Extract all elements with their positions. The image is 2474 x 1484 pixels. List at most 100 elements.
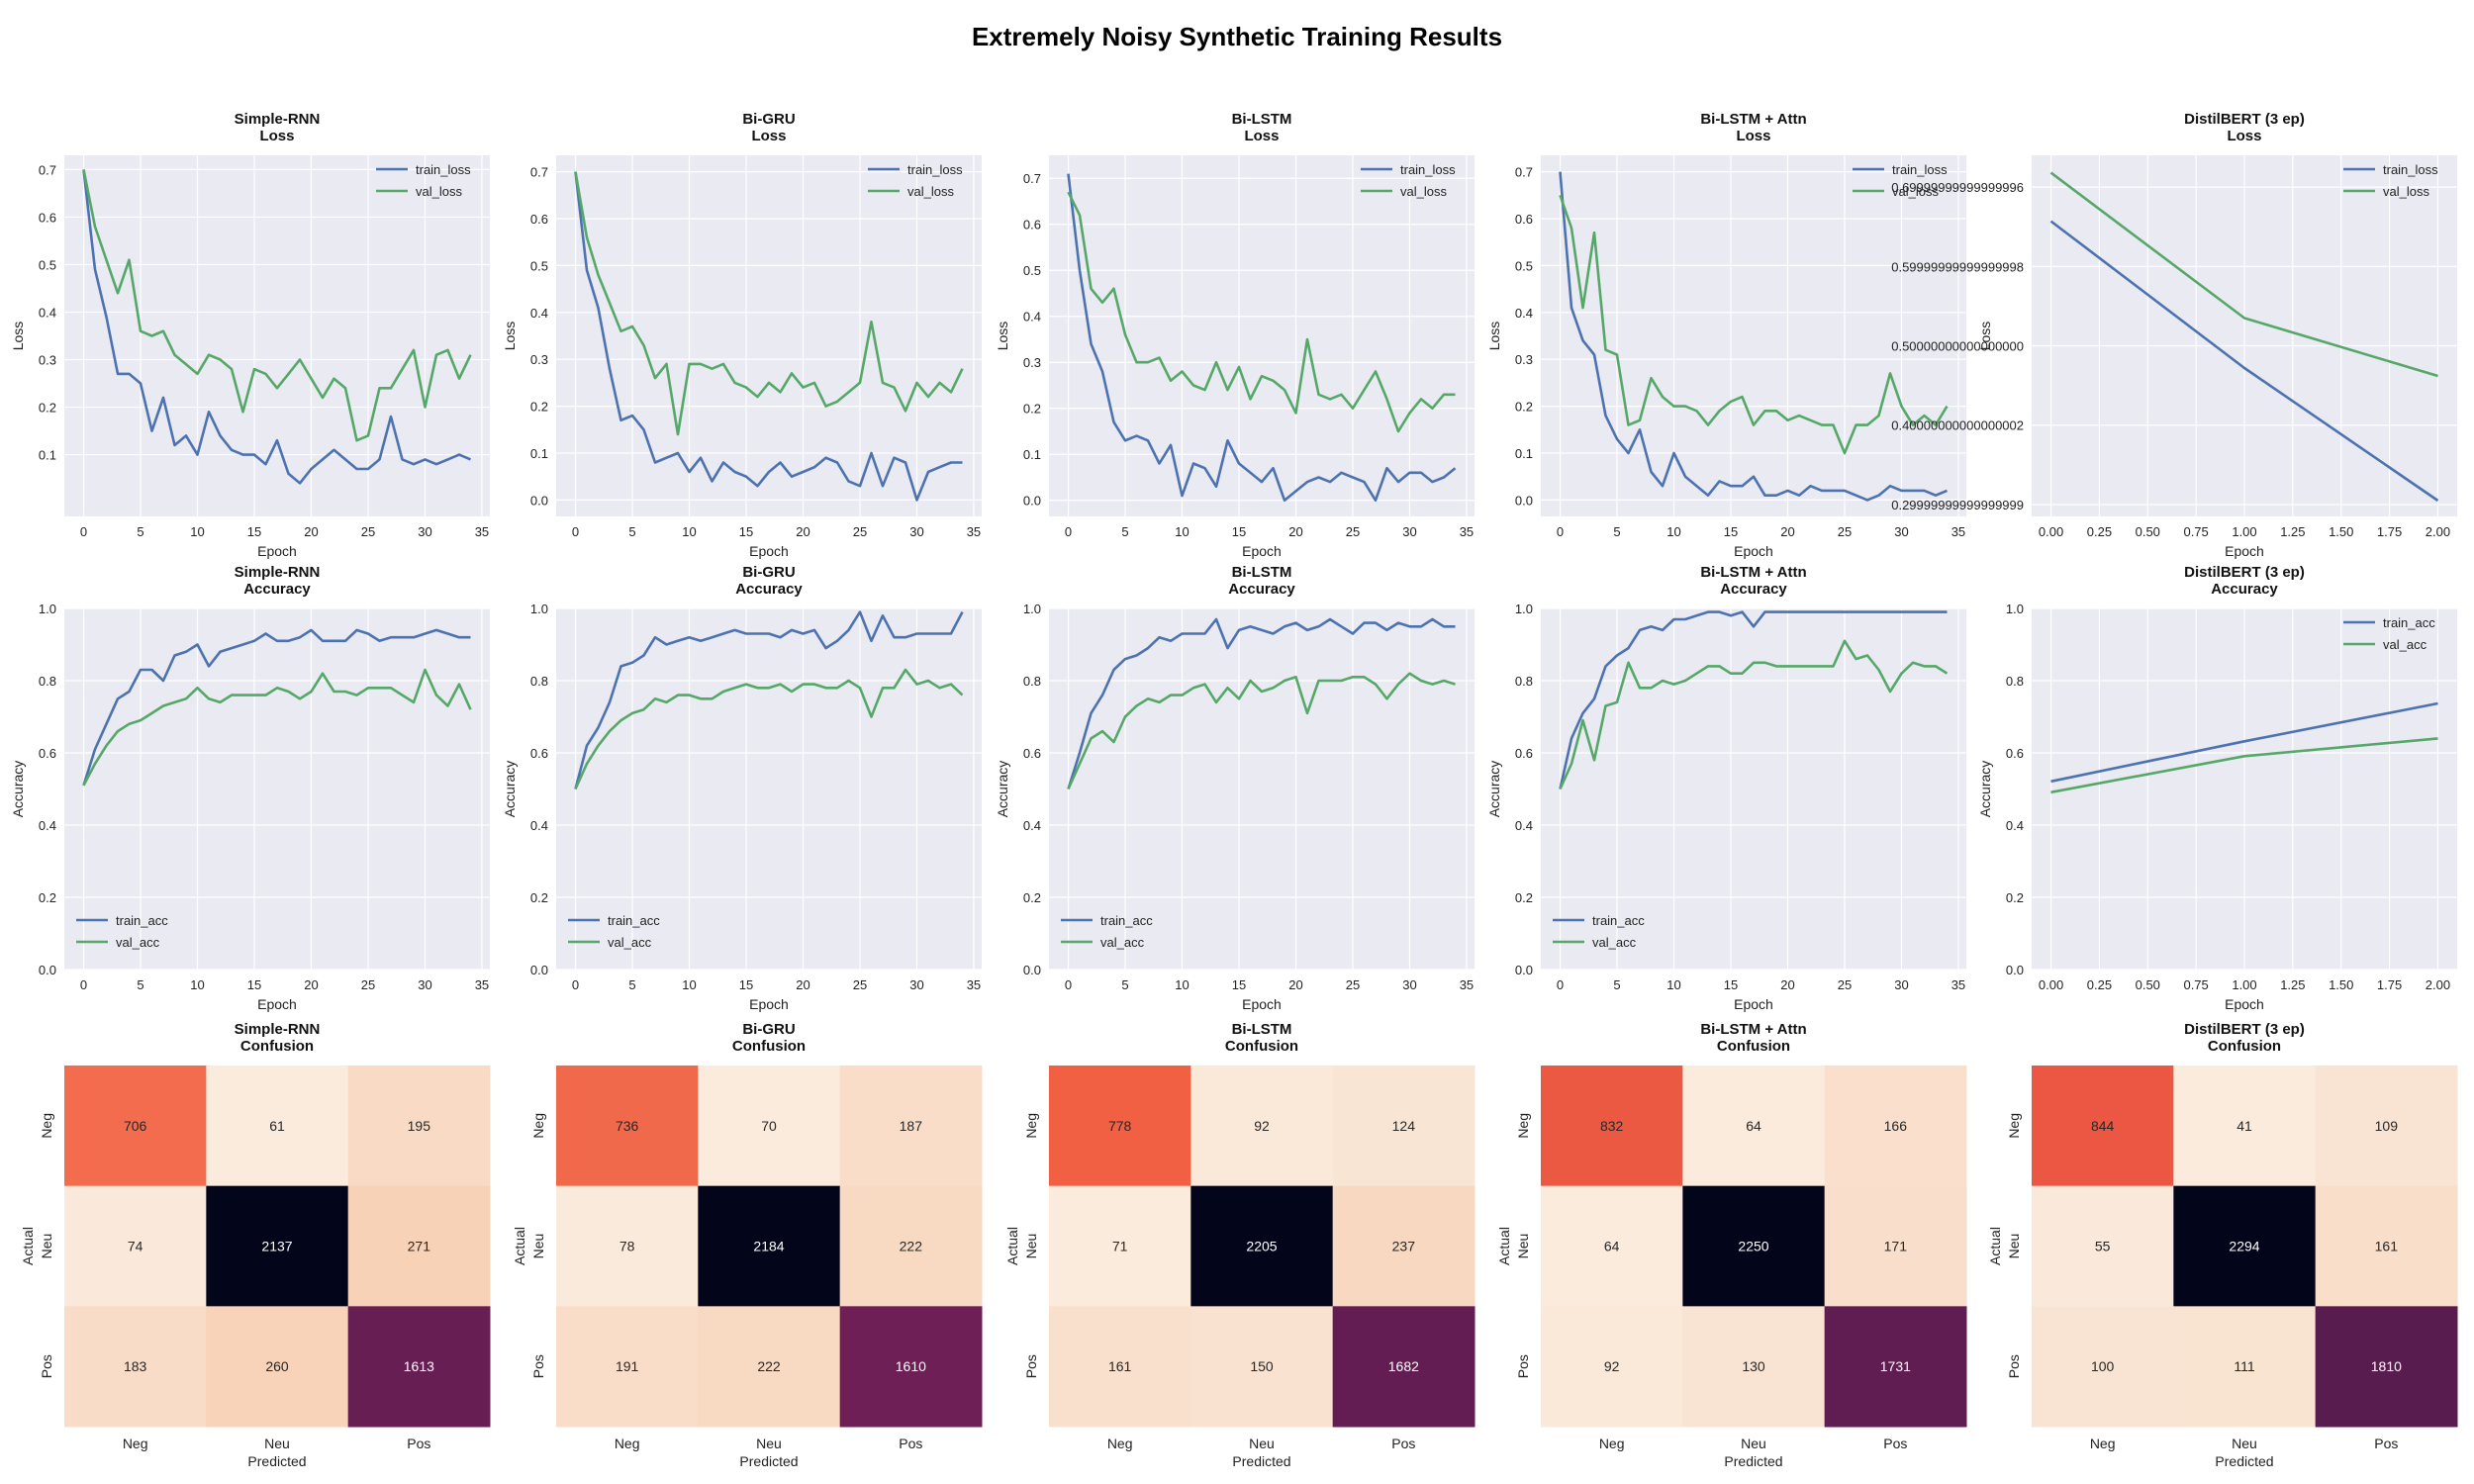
y-tick-label: 0.5 — [1515, 258, 1533, 273]
x-tick-label: Neu — [264, 1436, 290, 1451]
cell-value-label: 161 — [2375, 1239, 2399, 1254]
x-tick-label: Pos — [1391, 1436, 1415, 1451]
heatmap-cell — [64, 1185, 207, 1307]
x-axis-label: Epoch — [1242, 996, 1282, 1012]
subplot-title: Confusion — [1717, 1038, 1790, 1055]
subplot-title: Bi-LSTM — [1232, 111, 1292, 128]
legend-label: val_loss — [416, 184, 462, 199]
y-tick-label: 0.4 — [530, 818, 548, 833]
x-tick-label: 15 — [1724, 524, 1738, 539]
y-tick-label: 0.3 — [1023, 355, 1041, 370]
x-tick-label: 1.50 — [2329, 977, 2353, 992]
x-tick-label: 1.00 — [2232, 977, 2256, 992]
subplot-title: Bi-LSTM + Attn — [1700, 1021, 1806, 1038]
y-axis-label: Accuracy — [1486, 761, 1502, 818]
legend-label: val_loss — [907, 184, 954, 199]
x-tick-label: 10 — [190, 524, 204, 539]
heatmap-cell — [556, 1185, 699, 1307]
x-tick-label: 25 — [1838, 977, 1852, 992]
y-tick-label: 0.4 — [1023, 818, 1041, 833]
heatmap-cell — [64, 1306, 207, 1428]
heatmap-cell — [1332, 1066, 1475, 1187]
y-tick-label: 0.0 — [530, 963, 548, 977]
heatmap-cell — [2173, 1066, 2317, 1187]
x-tick-label: 20 — [304, 524, 318, 539]
x-tick-label: 15 — [247, 977, 261, 992]
heatmap-cell — [839, 1066, 983, 1187]
x-tick-label: 0 — [80, 524, 87, 539]
cell-value-label: 111 — [2234, 1358, 2254, 1374]
legend-label: val_acc — [608, 935, 652, 950]
y-tick-label: Pos — [2006, 1354, 2022, 1378]
cell-value-label: 171 — [1884, 1239, 1908, 1254]
cell-value-label: 1731 — [1880, 1358, 1911, 1374]
heatmap-cell — [1190, 1306, 1334, 1428]
x-axis-label: Predicted — [1724, 1453, 1782, 1469]
x-axis-label: Epoch — [749, 996, 789, 1012]
subplot-title: Bi-LSTM + Attn — [1700, 564, 1806, 581]
y-axis-label: Loss — [1486, 322, 1502, 351]
y-axis-label: Accuracy — [10, 761, 26, 818]
cell-value-label: 130 — [1742, 1358, 1765, 1374]
subplot-title: Simple-RNN — [235, 1021, 321, 1038]
cell-value-label: 2205 — [1246, 1239, 1277, 1254]
cell-value-label: 191 — [616, 1358, 639, 1374]
y-tick-label: Neu — [530, 1234, 546, 1259]
heatmap-cell — [1682, 1185, 1826, 1307]
x-tick-label: Pos — [899, 1436, 922, 1451]
cell-value-label: 187 — [900, 1118, 923, 1134]
x-tick-label: Neg — [1107, 1436, 1133, 1451]
plot-area — [1541, 608, 1966, 970]
y-tick-label: 0.0 — [2006, 963, 2024, 977]
x-tick-label: 0.50 — [2136, 524, 2160, 539]
y-axis-label: Actual — [1496, 1227, 1512, 1265]
y-tick-label: 0.8 — [1023, 674, 1041, 689]
series-line-val_loss — [82, 169, 472, 442]
y-tick-label: 0.8 — [530, 674, 548, 689]
y-tick-label: 0.3 — [530, 352, 548, 367]
cell-value-label: 195 — [408, 1118, 431, 1134]
y-tick-label: 1.0 — [530, 602, 548, 616]
y-axis-label: Actual — [20, 1227, 36, 1265]
x-tick-label: 5 — [1121, 977, 1128, 992]
x-tick-label: 30 — [1894, 524, 1908, 539]
heatmap-cell — [2173, 1306, 2317, 1428]
x-tick-label: 35 — [1951, 524, 1965, 539]
cell-value-label: 74 — [128, 1239, 143, 1254]
y-tick-label: 0.50000000000000000 — [1891, 339, 2024, 354]
x-tick-label: 15 — [1232, 977, 1246, 992]
legend-label: train_loss — [416, 162, 471, 177]
x-tick-label: 0 — [1065, 524, 1072, 539]
subplot-title: DistilBERT (3 ep) — [2184, 564, 2305, 581]
cell-value-label: 260 — [265, 1358, 289, 1374]
y-tick-label: 0.2 — [39, 401, 56, 416]
cell-value-label: 778 — [1108, 1118, 1132, 1134]
y-axis-label: Accuracy — [1977, 761, 1993, 818]
heatmap-cell — [347, 1066, 491, 1187]
x-tick-label: Neu — [756, 1436, 782, 1451]
heatmap-cell — [347, 1185, 491, 1307]
x-tick-label: Pos — [2374, 1436, 2398, 1451]
x-tick-label: 5 — [1121, 524, 1128, 539]
y-tick-label: 0.6 — [1515, 212, 1533, 227]
y-tick-label: Neg — [1515, 1113, 1531, 1139]
y-tick-label: 0.3 — [1515, 352, 1533, 367]
series-line-train_acc — [574, 610, 964, 789]
legend-label: train_acc — [1592, 913, 1645, 928]
subplot-title: Accuracy — [243, 581, 311, 598]
plot-area — [556, 608, 982, 970]
x-tick-label: 5 — [628, 977, 635, 992]
legend-label: train_loss — [1892, 162, 1948, 177]
y-tick-label: 0.3 — [39, 353, 56, 368]
y-tick-label: 0.8 — [2006, 674, 2024, 689]
figure-suptitle: Extremely Noisy Synthetic Training Resul… — [971, 22, 1503, 51]
y-tick-label: 0.5 — [1023, 263, 1041, 278]
x-tick-label: 0.25 — [2087, 524, 2112, 539]
heatmap-cell — [206, 1185, 349, 1307]
x-axis-label: Predicted — [2215, 1453, 2273, 1469]
y-tick-label: Neu — [1515, 1234, 1531, 1259]
heatmap-cell — [1190, 1185, 1334, 1307]
